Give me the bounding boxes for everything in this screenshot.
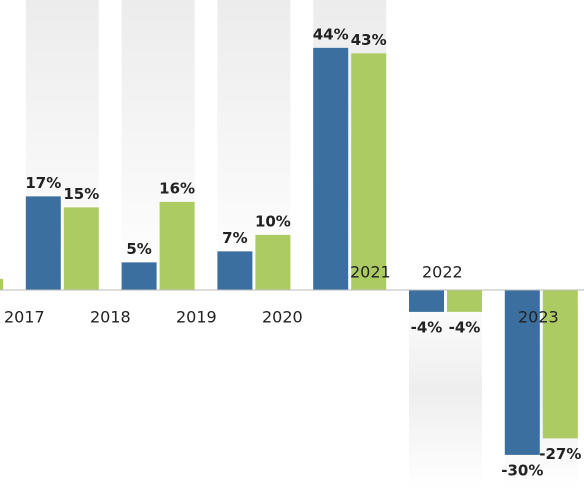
- bar: [447, 289, 482, 312]
- bar: [63, 207, 99, 290]
- x-tick-label: 2023: [518, 307, 559, 326]
- band: [409, 289, 482, 489]
- value-label: -4%: [449, 318, 481, 336]
- value-label: -4%: [411, 318, 443, 336]
- x-tick-label: 2020: [262, 307, 303, 326]
- x-tick-label: 2017: [4, 307, 45, 326]
- x-tick-label: 2021: [350, 262, 391, 281]
- bar: [542, 289, 578, 439]
- value-label: 17%: [25, 174, 61, 192]
- bar: [351, 53, 387, 290]
- bar: [159, 201, 195, 290]
- value-label: 15%: [63, 185, 99, 203]
- bar: [217, 251, 253, 290]
- bar: [0, 278, 3, 290]
- value-label: -30%: [501, 461, 543, 479]
- value-label: 43%: [351, 31, 387, 49]
- background-bands: [25, 0, 578, 489]
- value-label: 44%: [313, 25, 349, 43]
- value-label: 7%: [222, 229, 247, 247]
- value-label: 16%: [159, 179, 195, 197]
- bar: [255, 234, 291, 290]
- bar: [313, 47, 349, 290]
- value-label: 5%: [126, 240, 151, 258]
- bars: 17%15% 2017 5% 16% 2018 7% 10% 2019 44% 43% 2020 -4…: [0, 25, 581, 479]
- bar: [121, 262, 157, 290]
- value-label: -27%: [539, 445, 581, 463]
- x-tick-label: 2018: [90, 307, 131, 326]
- bar: [504, 289, 540, 455]
- value-label: 10%: [255, 212, 291, 230]
- x-tick-label: 2022: [422, 262, 463, 281]
- x-tick-label: 2019: [176, 307, 217, 326]
- bar: [409, 289, 444, 312]
- bar: [25, 196, 61, 290]
